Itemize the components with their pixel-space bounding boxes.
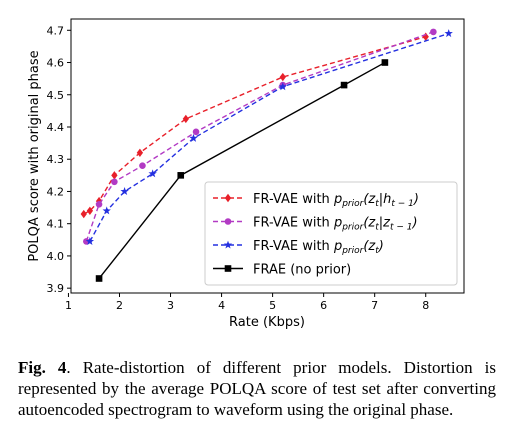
- legend-label-part: ): [413, 192, 419, 207]
- data-point: [95, 201, 103, 208]
- x-tick-label: 5: [269, 299, 276, 312]
- plot-area-frame: [70, 18, 465, 294]
- legend-label-part: p: [333, 216, 342, 231]
- x-tick-label: 6: [320, 299, 327, 312]
- legend-label-part: |h: [379, 192, 392, 207]
- data-point: [111, 178, 118, 186]
- data-point: [148, 169, 157, 178]
- legend: FR-VAE with pprior(zt|ht − 1)FR-VAE with…: [204, 181, 458, 286]
- data-point: [340, 81, 348, 89]
- x-tick-label: 8: [422, 299, 429, 312]
- legend-marker: [224, 265, 232, 272]
- legend-label-part: FR-VAE with: [253, 216, 334, 231]
- legend-label-part: p: [333, 239, 342, 254]
- y-tick-label: 4.3: [47, 153, 65, 166]
- x-tick-label: 4: [218, 299, 225, 312]
- y-tick-label: 4.4: [47, 121, 65, 134]
- data-point: [95, 275, 103, 282]
- data-point: [111, 171, 118, 180]
- x-tick-label: 3: [167, 299, 174, 312]
- data-point: [192, 128, 200, 136]
- series-line: [98, 61, 386, 279]
- y-tick-label: 4.5: [47, 89, 65, 102]
- series-4: [95, 59, 389, 282]
- legend-label-part: |z: [379, 216, 391, 231]
- data-point: [85, 237, 95, 245]
- rate-distortion-chart: 1 2 3 4 5 6 7 8 3.9 4.0 4.1 4.2 4.3 4.4 4.5 4.6 4.7 Rat…: [27, 18, 465, 330]
- y-tick-label: 4.2: [47, 185, 65, 198]
- data-point: [86, 206, 94, 215]
- data-point: [182, 114, 189, 124]
- data-point: [189, 133, 198, 142]
- legend-label-part: prior: [341, 223, 364, 233]
- x-tick-label: 7: [371, 299, 378, 312]
- legend-label-part: (z: [363, 192, 376, 207]
- y-tick-label: 3.9: [47, 282, 65, 295]
- plot-series: [80, 28, 453, 282]
- data-point: [279, 72, 286, 82]
- data-point: [444, 29, 453, 38]
- y-tick-label: 4.7: [47, 24, 65, 37]
- legend-label-part: ): [378, 239, 384, 254]
- data-point: [381, 59, 389, 66]
- data-point: [120, 187, 129, 196]
- y-axis: 3.9 4.0 4.1 4.2 4.3 4.4 4.5 4.6 4.7: [47, 24, 71, 295]
- legend-label: FRAE (no prior): [253, 263, 351, 278]
- data-point: [177, 172, 185, 179]
- caption-text: . Rate-distortion of different prior mod…: [18, 358, 497, 419]
- legend-marker: [224, 193, 232, 203]
- data-point: [278, 82, 287, 91]
- legend-label-part: p: [333, 192, 342, 207]
- data-point: [102, 206, 111, 215]
- series-3: [85, 29, 453, 245]
- x-axis: 1 2 3 4 5 6 7 8: [65, 293, 429, 312]
- data-point: [139, 162, 146, 169]
- legend-marker: [224, 218, 232, 225]
- legend-label-part: FR-VAE with: [253, 192, 334, 207]
- legend-label-part: t: [375, 246, 379, 256]
- x-tick-label: 2: [116, 299, 123, 312]
- legend-box: [204, 181, 458, 286]
- legend-label-part: t: [375, 199, 379, 209]
- y-tick-label: 4.1: [47, 218, 65, 231]
- legend-label-part: t: [375, 223, 379, 233]
- legend-label-part: prior: [341, 246, 364, 256]
- x-axis-label: Rate (Kbps): [229, 315, 305, 330]
- y-axis-label: POLQA score with original phase: [27, 50, 42, 261]
- legend-label-part: ): [412, 216, 418, 231]
- figure-caption: Fig. 4. Rate-distortion of different pri…: [18, 357, 496, 420]
- legend-label-part: t − 1: [391, 199, 414, 209]
- y-tick-label: 4.0: [47, 250, 65, 263]
- data-point: [136, 148, 144, 157]
- legend-label: FR-VAE with pprior(zt|ht − 1): [253, 192, 419, 209]
- legend-label-part: t − 1: [390, 223, 413, 233]
- legend-label-part: FR-VAE with: [253, 239, 334, 254]
- data-point: [80, 209, 87, 219]
- legend-label: FR-VAE with pprior(zt|zt − 1): [253, 216, 418, 233]
- x-tick-label: 1: [65, 299, 72, 312]
- figure-label: Fig. 4: [18, 358, 67, 377]
- legend-label: FR-VAE with pprior(zt): [253, 239, 384, 256]
- legend-label-part: (z: [363, 216, 376, 231]
- legend-label-part: (z: [363, 239, 376, 254]
- legend-marker: [223, 240, 233, 249]
- legend-label-part: prior: [341, 199, 364, 209]
- y-tick-label: 4.6: [47, 57, 65, 70]
- legend-label-part: FRAE (no prior): [253, 263, 351, 278]
- data-point: [430, 28, 437, 36]
